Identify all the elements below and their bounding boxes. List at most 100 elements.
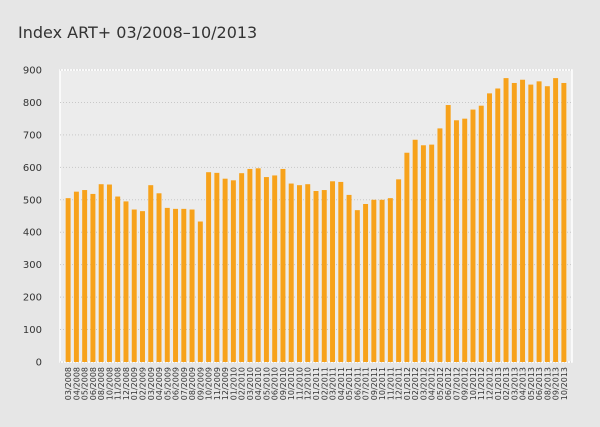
x-tick-label: 09/2013: [552, 367, 561, 400]
x-tick-label: 06/2010: [271, 367, 280, 400]
x-tick-label: 09/2009: [196, 367, 205, 400]
x-tick-label: 04/2011: [337, 367, 346, 400]
x-tick-label: 12/2009: [221, 367, 230, 400]
x-tick-label: 03/2008: [64, 367, 73, 400]
y-tick-label: 200: [23, 293, 42, 304]
x-tick-label: 05/2013: [527, 367, 536, 400]
bar: [445, 105, 451, 362]
x-tick-label: 03/2013: [510, 367, 519, 400]
bar: [247, 168, 253, 362]
x-tick-label: 05/2009: [163, 367, 172, 400]
bar: [255, 168, 261, 362]
bar: [239, 173, 245, 362]
bar: [379, 199, 385, 362]
bar: [156, 193, 162, 362]
bar: [98, 184, 104, 362]
bar: [495, 88, 501, 362]
bar: [487, 93, 492, 363]
bar: [462, 118, 468, 363]
bar: [65, 198, 71, 362]
x-tick-label: 06/2009: [172, 367, 181, 400]
bar: [123, 201, 129, 362]
x-tick-label: 01/2013: [494, 367, 503, 400]
x-tick-label: 03/2012: [419, 367, 428, 400]
bar: [222, 178, 228, 362]
bar: [214, 172, 220, 362]
bar: [280, 168, 286, 362]
bar: [387, 198, 393, 362]
bar: [544, 86, 550, 362]
x-tick-label: 12/2011: [395, 367, 404, 400]
bar: [272, 175, 278, 362]
bar: [412, 139, 418, 362]
x-tick-label: 11/2010: [295, 367, 304, 400]
x-tick-label: 12/2010: [304, 367, 313, 400]
y-tick-label: 600: [23, 163, 42, 174]
bar: [420, 145, 426, 362]
x-tick-label: 12/2012: [486, 367, 495, 400]
x-tick-label: 10/2012: [469, 367, 478, 400]
bar: [429, 144, 435, 362]
bar: [106, 184, 112, 362]
x-tick-label: 04/2013: [519, 367, 528, 400]
bar: [173, 208, 179, 362]
x-tick-label: 11/2009: [213, 367, 222, 400]
x-tick-label: 06/2008: [89, 367, 98, 400]
bar: [164, 207, 170, 362]
bar: [296, 185, 302, 362]
x-tick-label: 07/2009: [180, 367, 189, 400]
x-tick-label: 08/2008: [97, 367, 106, 400]
x-tick-label: 07/2012: [452, 367, 461, 400]
x-tick-label: 08/2009: [188, 367, 197, 400]
y-tick-label: 700: [23, 130, 42, 141]
bar: [140, 211, 145, 362]
y-tick-label: 800: [23, 98, 42, 109]
x-tick-label: 10/2009: [205, 367, 214, 400]
x-tick-label: 01/2009: [130, 367, 139, 400]
x-tick-label: 11/2011: [386, 367, 395, 400]
bar: [330, 181, 336, 362]
x-tick-label: 06/2011: [353, 367, 362, 400]
bar: [131, 209, 137, 362]
bar: [305, 184, 311, 362]
x-tick-label: 08/2013: [543, 367, 552, 400]
x-tick-label: 10/2008: [105, 367, 114, 400]
bar: [511, 82, 517, 362]
x-tick-label: 05/2012: [436, 367, 445, 400]
x-tick-label: 03/2011: [329, 367, 338, 400]
bar: [536, 81, 542, 362]
bar: [553, 78, 559, 362]
bar: [90, 193, 96, 362]
x-tick-label: 10/2011: [378, 367, 387, 400]
bar: [478, 105, 484, 362]
bar: [73, 191, 79, 362]
bar: [371, 199, 377, 362]
y-tick-label: 500: [23, 195, 42, 206]
x-tick-label: 03/2010: [246, 367, 255, 400]
x-tick-label: 09/2012: [461, 367, 470, 400]
x-tick-label: 04/2012: [428, 367, 437, 400]
bar: [338, 181, 344, 362]
bar: [470, 109, 476, 363]
x-tick-label: 02/2010: [238, 367, 247, 400]
bar: [181, 208, 187, 362]
bar: [346, 194, 352, 362]
x-tick-label: 11/2012: [477, 367, 486, 400]
y-tick-label: 100: [23, 325, 42, 336]
bar: [263, 177, 269, 362]
x-tick-label: 02/2011: [320, 367, 329, 400]
bar: [528, 84, 534, 362]
bar: [363, 203, 369, 362]
x-tick-label: 06/2013: [535, 367, 544, 400]
y-tick-label: 900: [23, 66, 42, 77]
chart-title: Index ART+ 03/2008–10/2013: [18, 23, 257, 42]
x-tick-label: 11/2008: [114, 367, 123, 400]
x-tick-label: 05/2008: [81, 367, 90, 400]
bar: [189, 209, 195, 362]
x-tick-label: 01/2012: [403, 367, 412, 400]
x-tick-label: 05/2011: [345, 367, 354, 400]
x-tick-label: 07/2011: [362, 367, 371, 400]
x-tick-label: 04/2010: [254, 367, 263, 400]
